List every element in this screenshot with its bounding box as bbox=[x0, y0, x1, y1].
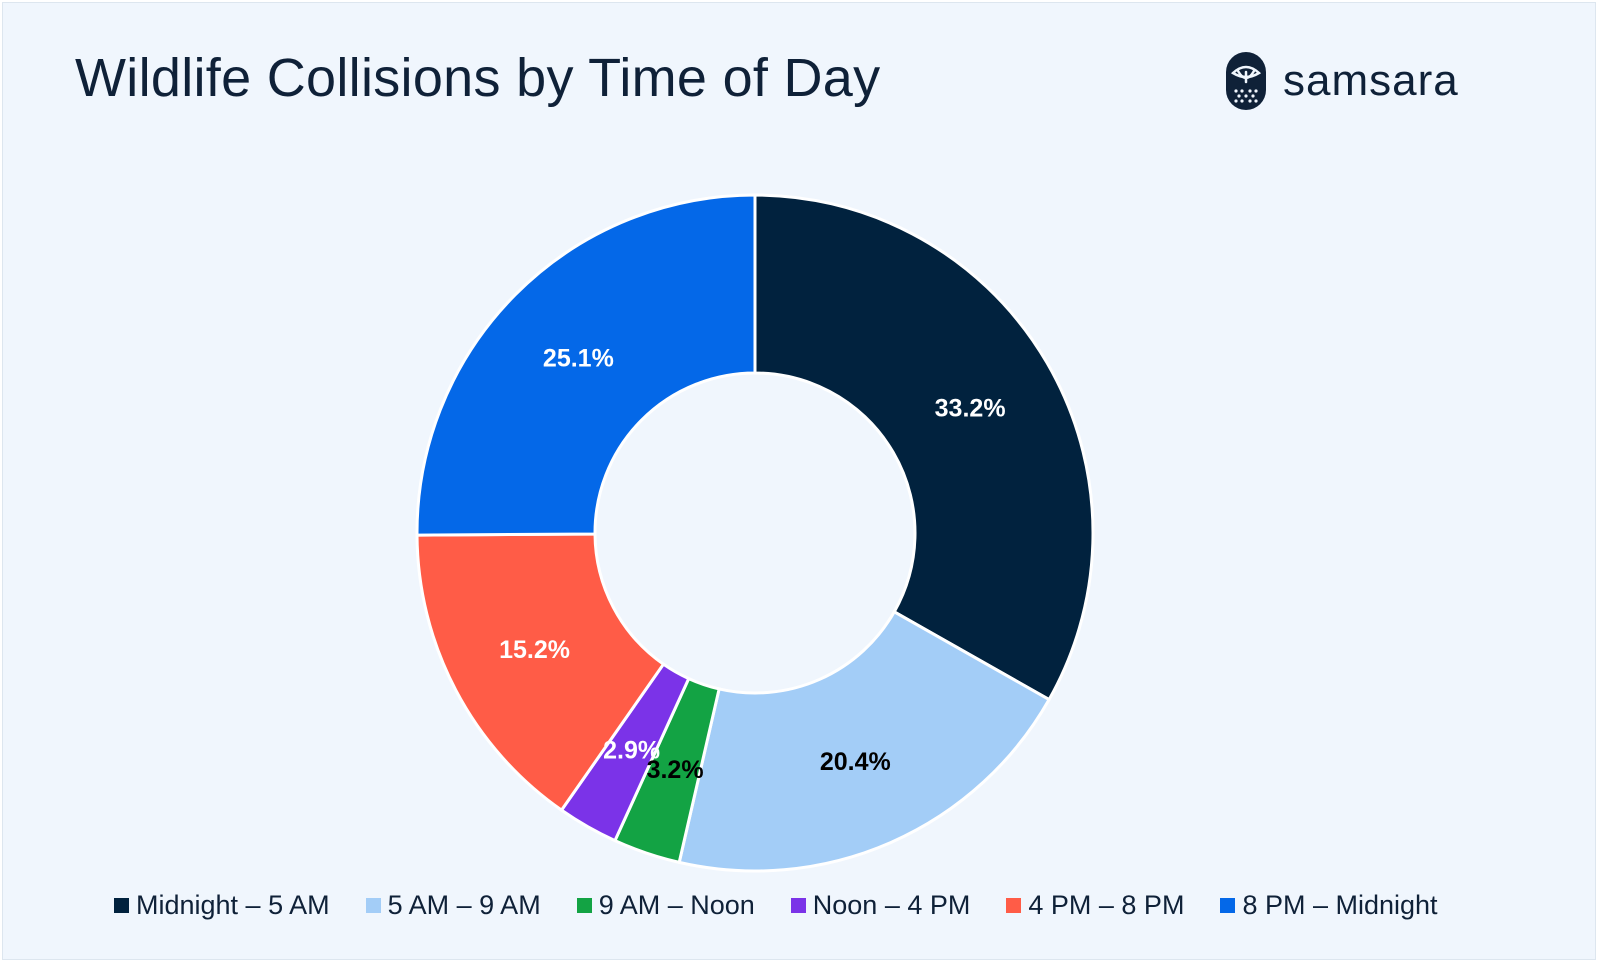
brand-name: samsara bbox=[1283, 56, 1459, 105]
legend-label: 4 PM – 8 PM bbox=[1028, 890, 1185, 920]
legend-label: Midnight – 5 AM bbox=[136, 890, 330, 920]
legend-item-8-pm-midnight: 8 PM – Midnight bbox=[1220, 890, 1438, 921]
slice-5-am-9-am bbox=[677, 609, 1052, 873]
legend-item-9-am-noon: 9 AM – Noon bbox=[576, 890, 755, 921]
brand-logo: samsara bbox=[1225, 51, 1459, 111]
data-label-noon-4-pm: 2.9% bbox=[603, 736, 660, 764]
legend-label: Noon – 4 PM bbox=[812, 890, 971, 920]
slice-midnight-5-am bbox=[753, 193, 1095, 702]
slice-8-pm-midnight bbox=[415, 193, 757, 537]
data-label-5-am-9-am: 20.4% bbox=[820, 748, 891, 776]
data-label-8-pm-midnight: 25.1% bbox=[543, 344, 614, 372]
legend-item-4-pm-8-pm: 4 PM – 8 PM bbox=[1006, 890, 1184, 921]
legend-swatch bbox=[1006, 898, 1022, 913]
slice-4-pm-8-pm bbox=[415, 532, 666, 813]
legend-label: 9 AM – Noon bbox=[598, 890, 755, 920]
data-label-4-pm-8-pm: 15.2% bbox=[499, 636, 570, 664]
legend-item-noon-4-pm: Noon – 4 PM bbox=[790, 890, 971, 921]
legend-swatch bbox=[365, 898, 381, 913]
chart-legend: Midnight – 5 AM 5 AM – 9 AM 9 AM – Noon Noo… bbox=[114, 890, 1438, 921]
legend-swatch bbox=[790, 898, 806, 913]
legend-label: 8 PM – Midnight bbox=[1242, 890, 1438, 920]
page-title: Wildlife Collisions by Time of Day bbox=[75, 48, 881, 108]
legend-swatch bbox=[114, 898, 129, 913]
data-label-midnight-5-am: 33.2% bbox=[935, 395, 1006, 423]
owl-icon bbox=[1226, 52, 1266, 110]
legend-item-5-am-9-am: 5 AM – 9 AM bbox=[365, 890, 541, 921]
legend-swatch bbox=[1220, 898, 1236, 913]
data-label-9-am-noon: 3.2% bbox=[647, 756, 704, 784]
legend-item-midnight-5-am: Midnight – 5 AM bbox=[114, 890, 330, 921]
legend-label: 5 AM – 9 AM bbox=[387, 890, 541, 920]
legend-swatch bbox=[576, 898, 592, 913]
